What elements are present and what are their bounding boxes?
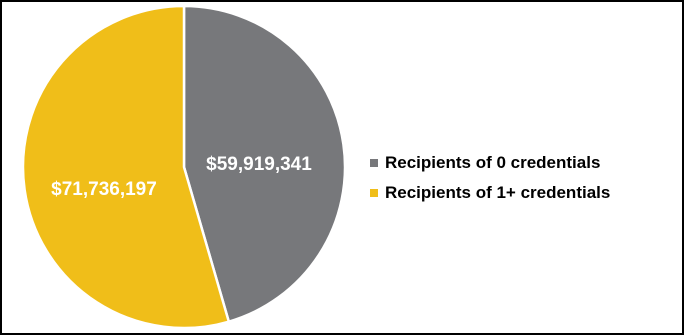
- legend-item-1plus-credentials: Recipients of 1+ credentials: [370, 178, 610, 208]
- pie-slice-0: [182, 4, 347, 324]
- legend: Recipients of 0 credentials Recipients o…: [370, 148, 610, 208]
- legend-swatch: [370, 159, 378, 167]
- legend-label: Recipients of 0 credentials: [385, 153, 601, 172]
- slice-data-label-0: $59,919,341: [206, 154, 312, 175]
- pie-slice-1: [21, 4, 231, 330]
- legend-item-0-credentials: Recipients of 0 credentials: [370, 148, 610, 178]
- legend-label: Recipients of 1+ credentials: [385, 183, 611, 202]
- legend-swatch: [370, 189, 378, 197]
- slice-data-label-1: $71,736,197: [51, 179, 157, 200]
